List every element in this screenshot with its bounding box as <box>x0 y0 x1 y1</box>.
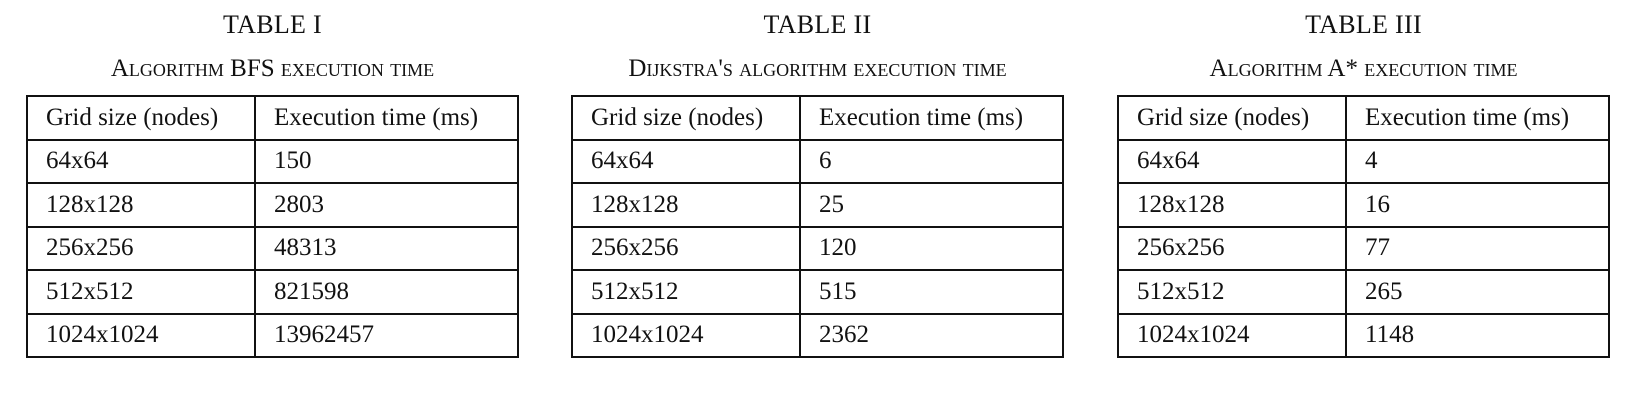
astar-execution-time-table: Grid size (nodes) Execution time (ms) 64… <box>1117 95 1610 358</box>
table-header-row: Grid size (nodes) Execution time (ms) <box>1117 95 1610 141</box>
table-caption: Dijkstra's algorithm execution time <box>628 55 1007 82</box>
cell-grid-size: 256x256 <box>1117 225 1347 271</box>
table-number: TABLE II <box>763 10 872 39</box>
table-block-astar: TABLE III Algorithm A* execution time Gr… <box>1117 0 1610 400</box>
table-row: 512x512 265 <box>1117 269 1610 315</box>
table-row: 1024x1024 1148 <box>1117 312 1610 358</box>
table-row: 64x64 6 <box>571 138 1064 184</box>
cell-execution-time: 265 <box>1345 269 1610 315</box>
cell-grid-size: 512x512 <box>1117 269 1347 315</box>
cell-execution-time: 77 <box>1345 225 1610 271</box>
table-row: 128x128 16 <box>1117 182 1610 228</box>
cell-grid-size: 1024x1024 <box>26 312 256 358</box>
table-row: 256x256 48313 <box>26 225 519 271</box>
table-number: TABLE III <box>1305 10 1422 39</box>
cell-execution-time: 4 <box>1345 138 1610 184</box>
table-row: 256x256 120 <box>571 225 1064 271</box>
header-execution-time: Execution time (ms) <box>254 95 519 141</box>
table-row: 128x128 25 <box>571 182 1064 228</box>
table-row: 64x64 150 <box>26 138 519 184</box>
cell-execution-time: 821598 <box>254 269 519 315</box>
table-number: TABLE I <box>223 10 322 39</box>
table-header-row: Grid size (nodes) Execution time (ms) <box>26 95 519 141</box>
cell-execution-time: 16 <box>1345 182 1610 228</box>
table-row: 512x512 515 <box>571 269 1064 315</box>
cell-execution-time: 13962457 <box>254 312 519 358</box>
cell-grid-size: 64x64 <box>1117 138 1347 184</box>
table-row: 256x256 77 <box>1117 225 1610 271</box>
dijkstra-execution-time-table: Grid size (nodes) Execution time (ms) 64… <box>571 95 1064 358</box>
cell-grid-size: 1024x1024 <box>571 312 801 358</box>
table-header-row: Grid size (nodes) Execution time (ms) <box>571 95 1064 141</box>
cell-grid-size: 512x512 <box>26 269 256 315</box>
cell-grid-size: 64x64 <box>571 138 801 184</box>
header-execution-time: Execution time (ms) <box>1345 95 1610 141</box>
header-grid-size: Grid size (nodes) <box>571 95 801 141</box>
cell-execution-time: 120 <box>799 225 1064 271</box>
cell-grid-size: 128x128 <box>571 182 801 228</box>
cell-grid-size: 512x512 <box>571 269 801 315</box>
cell-grid-size: 1024x1024 <box>1117 312 1347 358</box>
cell-execution-time: 515 <box>799 269 1064 315</box>
header-grid-size: Grid size (nodes) <box>26 95 256 141</box>
cell-grid-size: 64x64 <box>26 138 256 184</box>
table-caption: Algorithm BFS execution time <box>110 55 435 82</box>
table-caption: Algorithm A* execution time <box>1209 55 1518 82</box>
bfs-execution-time-table: Grid size (nodes) Execution time (ms) 64… <box>26 95 519 358</box>
header-grid-size: Grid size (nodes) <box>1117 95 1347 141</box>
cell-execution-time: 2803 <box>254 182 519 228</box>
table-row: 1024x1024 2362 <box>571 312 1064 358</box>
header-execution-time: Execution time (ms) <box>799 95 1064 141</box>
table-row: 64x64 4 <box>1117 138 1610 184</box>
cell-grid-size: 256x256 <box>26 225 256 271</box>
cell-execution-time: 48313 <box>254 225 519 271</box>
cell-grid-size: 128x128 <box>1117 182 1347 228</box>
cell-execution-time: 2362 <box>799 312 1064 358</box>
table-row: 128x128 2803 <box>26 182 519 228</box>
table-block-bfs: TABLE I Algorithm BFS execution time Gri… <box>26 0 519 400</box>
table-row: 1024x1024 13962457 <box>26 312 519 358</box>
cell-grid-size: 128x128 <box>26 182 256 228</box>
table-block-dijkstra: TABLE II Dijkstra's algorithm execution … <box>571 0 1064 400</box>
cell-execution-time: 1148 <box>1345 312 1610 358</box>
cell-execution-time: 150 <box>254 138 519 184</box>
cell-execution-time: 25 <box>799 182 1064 228</box>
cell-execution-time: 6 <box>799 138 1064 184</box>
cell-grid-size: 256x256 <box>571 225 801 271</box>
table-row: 512x512 821598 <box>26 269 519 315</box>
